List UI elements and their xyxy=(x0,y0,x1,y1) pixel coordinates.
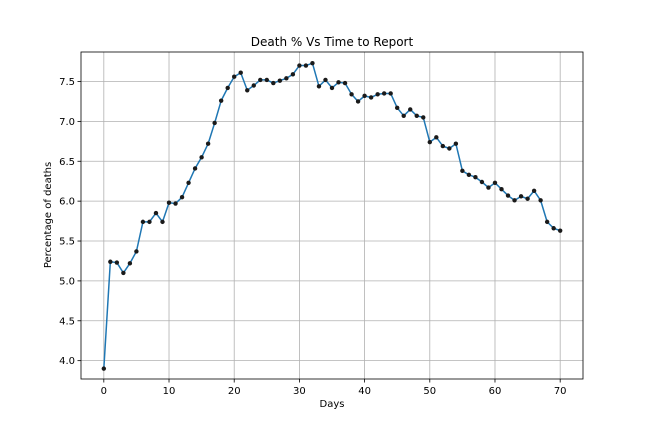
data-point xyxy=(427,139,432,145)
axes: 0 10 20 30 40 50 60 70 4.0 4.5 5.0 5.5 6.0 6.5 7.0 7.5 xyxy=(59,77,566,397)
data-point xyxy=(381,91,387,96)
data-point xyxy=(264,77,270,83)
y-tick-label: 5.5 xyxy=(59,237,75,248)
data-point xyxy=(108,259,113,264)
data-point xyxy=(544,219,550,225)
data-point xyxy=(362,93,367,99)
data-point xyxy=(225,85,230,91)
data-point xyxy=(486,185,491,190)
data-point xyxy=(440,143,446,149)
y-tick-label: 5.0 xyxy=(59,276,75,287)
data-point xyxy=(460,168,465,174)
data-point xyxy=(499,186,504,192)
data-point xyxy=(173,201,178,206)
data-point xyxy=(434,135,439,140)
chart-title: Death % Vs Time to Report xyxy=(251,35,414,49)
data-point xyxy=(127,261,133,266)
x-tick-label: 30 xyxy=(293,386,306,397)
data-point xyxy=(232,74,237,79)
data-point xyxy=(218,98,224,103)
data-point xyxy=(310,60,315,66)
data-point xyxy=(342,80,348,86)
data-point xyxy=(349,92,354,97)
data-point xyxy=(551,226,556,231)
data-point xyxy=(316,84,322,89)
data-point xyxy=(479,179,485,185)
data-point xyxy=(114,260,120,265)
x-tick-label: 70 xyxy=(554,386,567,397)
data-point xyxy=(492,180,498,185)
y-tick-label: 4.5 xyxy=(59,316,75,327)
data-point xyxy=(368,95,374,100)
data-point xyxy=(238,70,243,75)
data-point xyxy=(394,105,400,111)
data-point xyxy=(466,172,472,178)
y-tick-label: 4.0 xyxy=(59,356,75,367)
data-point xyxy=(101,366,107,371)
data-point xyxy=(271,80,276,86)
x-axis-title: Days xyxy=(320,399,345,410)
data-point xyxy=(447,146,452,151)
x-tick-label: 60 xyxy=(489,386,502,397)
data-point xyxy=(147,219,152,225)
data-point xyxy=(297,63,302,68)
data-point xyxy=(258,77,263,83)
grid-lines xyxy=(81,52,583,379)
data-point xyxy=(186,180,191,185)
x-tick-label: 0 xyxy=(101,386,107,397)
data-point xyxy=(453,141,459,146)
data-point xyxy=(401,113,406,119)
data-point xyxy=(134,249,139,254)
data-point xyxy=(212,120,217,126)
data-point xyxy=(140,219,146,225)
data-point xyxy=(531,188,537,193)
plot-frame xyxy=(80,51,584,380)
data-point xyxy=(303,63,309,68)
data-point xyxy=(505,193,511,198)
data-point xyxy=(473,175,478,180)
data-point xyxy=(251,83,256,88)
x-tick-label: 20 xyxy=(228,386,241,397)
data-point xyxy=(290,72,296,77)
data-point xyxy=(512,198,517,203)
data-point xyxy=(323,77,328,83)
data-point xyxy=(375,92,380,97)
data-point xyxy=(414,113,419,119)
data-point xyxy=(557,228,563,233)
data-point xyxy=(525,196,530,201)
y-tick-label: 7.5 xyxy=(59,77,75,88)
data-point xyxy=(192,166,198,171)
x-tick-label: 10 xyxy=(163,386,176,397)
data-point xyxy=(153,210,159,216)
data-point xyxy=(166,200,172,205)
y-tick-label: 6.0 xyxy=(59,197,75,208)
y-tick-label: 7.0 xyxy=(59,117,75,128)
data-point xyxy=(518,194,524,199)
data-point xyxy=(277,78,283,83)
data-point xyxy=(205,141,211,146)
x-tick-label: 50 xyxy=(423,386,436,397)
x-tick-label: 40 xyxy=(358,386,371,397)
data-point xyxy=(329,85,335,91)
data-point xyxy=(538,198,543,203)
data-point xyxy=(388,91,393,96)
data-point xyxy=(245,88,250,93)
y-axis-title: Percentage of deaths xyxy=(43,162,54,268)
data-point xyxy=(421,115,426,120)
data-point xyxy=(355,99,361,104)
data-point xyxy=(160,219,165,225)
series-line xyxy=(101,60,563,371)
data-point xyxy=(408,107,413,112)
y-tick-label: 6.5 xyxy=(59,157,75,168)
data-point xyxy=(336,80,341,85)
data-point xyxy=(199,155,204,160)
data-point xyxy=(284,76,289,81)
data-point xyxy=(179,194,185,200)
data-point xyxy=(121,270,126,276)
